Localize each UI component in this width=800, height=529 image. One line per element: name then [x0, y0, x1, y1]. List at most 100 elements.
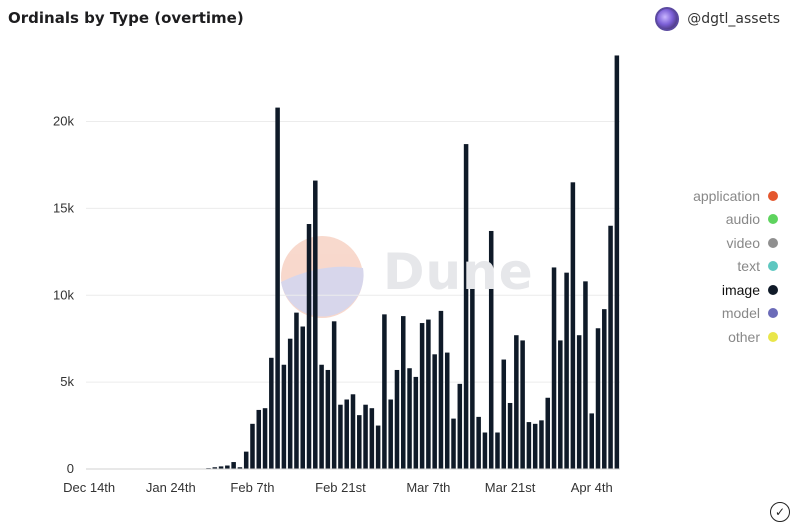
bar[interactable] [539, 420, 544, 469]
legend-dot-icon [768, 190, 778, 201]
bar[interactable] [476, 416, 481, 470]
check-circle-icon[interactable]: ✓ [770, 502, 790, 522]
bar[interactable] [432, 354, 437, 469]
bar[interactable] [419, 323, 425, 469]
bar[interactable] [608, 225, 613, 469]
bar[interactable] [357, 415, 362, 469]
watermark-text: Dune [383, 243, 534, 301]
bar[interactable] [602, 309, 607, 469]
bar[interactable] [344, 399, 349, 470]
bar[interactable] [407, 368, 412, 469]
bar[interactable] [401, 316, 406, 469]
legend-dot-icon [768, 308, 778, 319]
legend-item-application[interactable]: application [660, 184, 778, 208]
legend-item-video[interactable]: video [660, 231, 778, 255]
legend-item-model[interactable]: model [660, 302, 778, 326]
bar[interactable] [564, 272, 569, 469]
bar[interactable] [501, 359, 507, 469]
bar[interactable] [413, 376, 419, 469]
bar[interactable] [237, 467, 243, 469]
x-tick-label: Feb 7th [230, 480, 274, 495]
legend-dot-icon [768, 237, 778, 248]
bar[interactable] [551, 267, 557, 469]
bar[interactable] [388, 399, 393, 470]
bar[interactable] [595, 328, 601, 469]
bar[interactable] [470, 269, 475, 469]
y-tick-label: 20k [53, 114, 74, 129]
bar[interactable] [382, 314, 387, 469]
bar[interactable] [495, 432, 500, 469]
bar[interactable] [319, 364, 324, 469]
bar[interactable] [313, 180, 318, 469]
legend-dot-icon [768, 331, 778, 342]
dune-watermark-logo [281, 236, 364, 318]
legend-dot-icon [768, 284, 778, 295]
bar[interactable] [306, 224, 312, 469]
bar[interactable] [363, 404, 368, 469]
bar[interactable] [532, 423, 538, 469]
legend-label: application [693, 187, 760, 204]
author-handle[interactable]: @dgtl_assets [687, 11, 780, 27]
bar[interactable] [331, 321, 337, 469]
bar[interactable] [570, 182, 576, 469]
bar[interactable] [589, 413, 594, 469]
legend-item-audio[interactable]: audio [660, 208, 778, 232]
bar[interactable] [545, 397, 551, 469]
y-tick-label: 10k [53, 287, 74, 302]
bar[interactable] [507, 402, 513, 469]
bar[interactable] [438, 310, 444, 469]
bar[interactable] [451, 418, 456, 469]
bar[interactable] [231, 462, 236, 469]
bar[interactable] [262, 408, 268, 469]
author-badge[interactable]: @dgtl_assets [655, 7, 780, 31]
y-tick-label: 0 [67, 461, 74, 476]
bars [206, 55, 620, 470]
bar[interactable] [300, 326, 305, 469]
bar[interactable] [212, 467, 218, 469]
legend-item-image[interactable]: image [660, 278, 778, 302]
bar[interactable] [457, 383, 463, 469]
bar[interactable] [614, 55, 620, 469]
bar[interactable] [281, 364, 287, 469]
bar[interactable] [218, 466, 224, 469]
bar[interactable] [338, 404, 343, 469]
bar[interactable] [444, 352, 450, 469]
bar[interactable] [350, 394, 356, 469]
bar[interactable] [426, 319, 431, 469]
bar[interactable] [294, 312, 299, 470]
x-tick-label: Mar 7th [406, 480, 450, 495]
legend-label: model [721, 305, 760, 322]
bar[interactable] [325, 369, 331, 469]
bar[interactable] [287, 338, 293, 469]
bar[interactable] [250, 423, 255, 469]
bar[interactable] [463, 144, 469, 469]
bar[interactable] [256, 409, 262, 469]
bar[interactable] [369, 408, 375, 469]
legend-label: audio [725, 211, 760, 228]
legend-dot-icon [768, 214, 778, 225]
bar[interactable] [583, 281, 588, 469]
x-tick-label: Jan 24th [146, 480, 196, 495]
bar[interactable] [488, 230, 494, 469]
legend-label: video [726, 234, 760, 251]
bar[interactable] [275, 107, 280, 469]
bar[interactable] [375, 425, 381, 469]
bar[interactable] [243, 451, 249, 470]
bar[interactable] [520, 340, 525, 469]
bar[interactable] [558, 340, 563, 469]
bar[interactable] [576, 335, 582, 469]
gridlines [86, 121, 620, 383]
bar[interactable] [482, 432, 488, 469]
bar[interactable] [225, 465, 230, 469]
bar[interactable] [526, 422, 532, 469]
bar[interactable] [514, 335, 519, 469]
bar[interactable] [269, 357, 274, 469]
legend-item-other[interactable]: other [660, 325, 778, 349]
legend-item-text[interactable]: text [660, 255, 778, 279]
bar[interactable] [394, 369, 400, 469]
avatar-icon [655, 7, 680, 31]
y-tick-label: 15k [53, 200, 74, 215]
x-tick-label: Mar 21st [485, 480, 536, 495]
x-tick-label: Apr 4th [571, 480, 613, 495]
